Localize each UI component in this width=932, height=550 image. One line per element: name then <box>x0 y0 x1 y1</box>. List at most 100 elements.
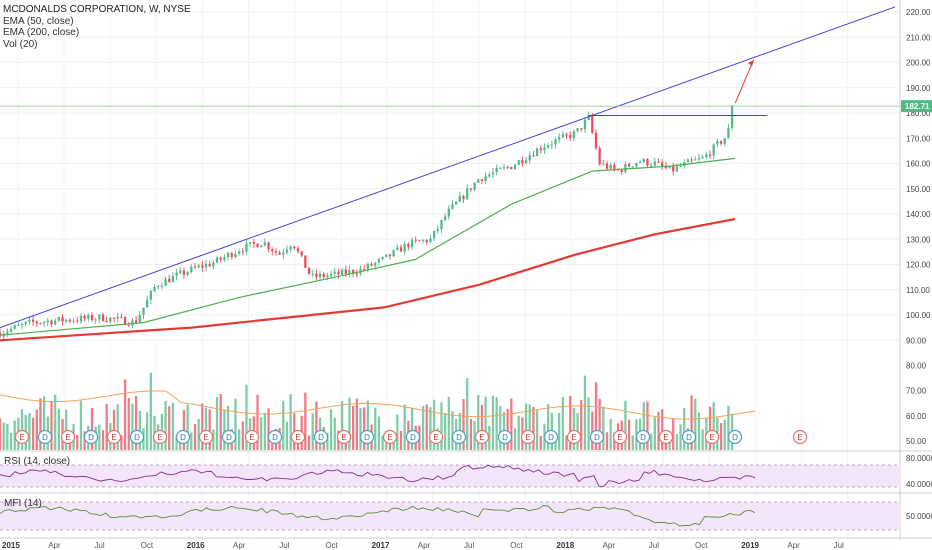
dividend-marker[interactable]: D <box>451 429 467 445</box>
candle-body <box>307 267 311 274</box>
earnings-marker[interactable]: E <box>336 429 352 445</box>
earnings-marker[interactable]: E <box>290 429 306 445</box>
candle-body <box>352 270 355 274</box>
earnings-marker[interactable]: E <box>612 429 628 445</box>
dividend-marker[interactable]: D <box>497 429 513 445</box>
candle-body <box>730 106 734 128</box>
dividend-marker[interactable]: D <box>405 429 421 445</box>
volume-bar <box>447 397 450 450</box>
price-tick-label: 140.00 <box>906 210 931 219</box>
price-tick-label: 150.00 <box>906 185 931 194</box>
candle-body <box>506 167 509 169</box>
candle-body <box>127 324 130 326</box>
time-tick-label: Jul <box>94 541 104 550</box>
volume-bar <box>569 395 572 450</box>
indicator-ema50[interactable]: EMA (50, close) <box>3 15 74 27</box>
earnings-marker[interactable]: E <box>60 429 76 445</box>
volume-bar <box>76 434 79 450</box>
dividend-marker[interactable]: D <box>681 429 697 445</box>
indicator-volume[interactable]: Vol (20) <box>3 38 38 50</box>
price-tick-label: 170.00 <box>906 134 931 143</box>
dividend-marker[interactable]: D <box>589 429 605 445</box>
candle-body <box>532 155 535 157</box>
earnings-marker[interactable]: E <box>14 429 30 445</box>
earnings-marker[interactable]: E <box>198 429 214 445</box>
candle-body <box>94 319 97 321</box>
volume-bar <box>421 405 425 450</box>
volume-bar <box>410 408 414 450</box>
volume-bar <box>120 435 123 450</box>
upcoming-earnings-marker[interactable]: E <box>792 429 808 445</box>
volume-bar <box>403 404 406 450</box>
candle-body <box>318 273 322 278</box>
marker-circle <box>658 429 674 445</box>
dividend-marker[interactable]: D <box>635 429 651 445</box>
dividend-marker[interactable]: D <box>267 429 283 445</box>
volume-bar <box>583 375 587 450</box>
candle-body <box>355 273 358 275</box>
candle-body <box>201 265 204 268</box>
volume-bar <box>495 397 498 450</box>
dividend-marker[interactable]: D <box>313 429 329 445</box>
marker-letter: E <box>387 433 392 442</box>
candle-body <box>624 164 627 172</box>
indicator-ema200[interactable]: EMA (200, close) <box>3 27 80 38</box>
volume-bar <box>201 403 204 450</box>
marker-letter: E <box>157 433 162 442</box>
earnings-marker[interactable]: E <box>152 429 168 445</box>
candle-body <box>462 195 465 199</box>
dividend-marker[interactable]: D <box>175 429 191 445</box>
candle-body <box>333 271 336 274</box>
volume-bar <box>307 435 311 450</box>
candle-body <box>146 299 149 308</box>
volume-bar <box>484 396 487 450</box>
dividend-marker[interactable]: D <box>221 429 237 445</box>
marker-letter: D <box>410 433 416 442</box>
earnings-marker[interactable]: E <box>658 429 674 445</box>
earnings-marker[interactable]: E <box>428 429 444 445</box>
dividend-marker[interactable]: D <box>359 429 375 445</box>
volume-bar <box>193 423 197 450</box>
volume-bar <box>719 423 723 450</box>
marker-circle <box>543 429 559 445</box>
marker-circle <box>106 429 122 445</box>
candle-body <box>28 319 31 322</box>
dividend-marker[interactable]: D <box>543 429 559 445</box>
earnings-marker[interactable]: E <box>106 429 122 445</box>
earnings-marker[interactable]: E <box>474 429 490 445</box>
earnings-marker[interactable]: E <box>382 429 398 445</box>
mfi-pane-label[interactable]: MFI (14) <box>4 498 42 509</box>
earnings-marker[interactable]: E <box>704 429 720 445</box>
volume-bar <box>234 398 237 450</box>
marker-circle <box>60 429 76 445</box>
candle-body <box>451 204 454 209</box>
dividend-marker[interactable]: D <box>37 429 53 445</box>
candle-body <box>237 251 241 254</box>
earnings-marker[interactable]: E <box>520 429 536 445</box>
candle-body <box>591 115 594 133</box>
earnings-marker[interactable]: E <box>244 429 260 445</box>
volume-bar <box>532 406 535 450</box>
mfi-tick-label: 50.0000 <box>906 512 932 521</box>
volume-bar <box>524 403 528 450</box>
marker-letter: E <box>249 433 254 442</box>
dividend-marker[interactable]: D <box>83 429 99 445</box>
candle-body <box>46 320 49 323</box>
volume-bar <box>263 412 267 450</box>
time-tick-label: 2017 <box>372 541 390 550</box>
price-tick-label: 200.00 <box>906 59 931 68</box>
dividend-marker[interactable]: D <box>727 429 743 445</box>
dividend-marker[interactable]: D <box>129 429 145 445</box>
volume-bar <box>679 424 682 450</box>
earnings-marker[interactable]: E <box>566 429 582 445</box>
candle-body <box>109 317 112 322</box>
candle-body <box>142 307 145 316</box>
ema50-line <box>0 157 736 336</box>
candle-body <box>377 259 381 263</box>
candle-body <box>392 249 395 257</box>
rsi-pane-label[interactable]: RSI (14, close) <box>4 456 71 467</box>
marker-circle <box>359 429 375 445</box>
volume-bar <box>146 412 149 450</box>
candle-body <box>473 182 476 190</box>
